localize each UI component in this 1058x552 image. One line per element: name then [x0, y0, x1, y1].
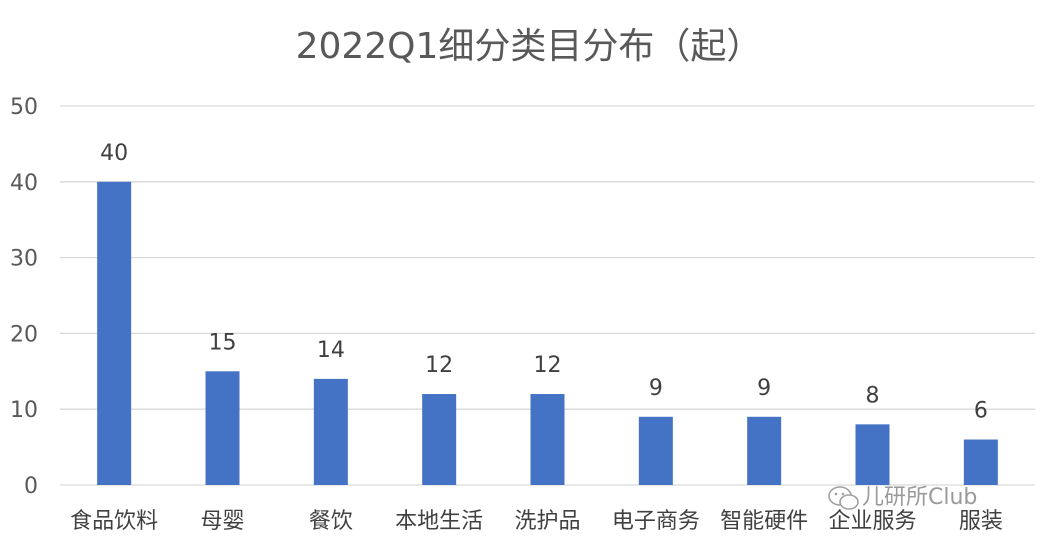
bar: [963, 439, 998, 485]
y-tick-label: 30: [10, 247, 38, 272]
data-label: 9: [649, 376, 663, 401]
category-label: 本地生活: [395, 509, 483, 534]
category-label: 母婴: [200, 509, 244, 534]
bar: [422, 394, 457, 485]
y-tick-label: 40: [10, 171, 38, 196]
y-tick-label: 50: [10, 95, 38, 120]
watermark-text: 儿研所Club: [862, 485, 977, 510]
bar: [855, 424, 890, 485]
category-label: 企业服务: [828, 509, 916, 534]
data-label: 8: [866, 383, 880, 408]
data-label: 14: [317, 338, 345, 363]
category-labels: 食品饮料 母婴 餐饮 本地生活 洗护品 电子商务 智能硬件 企业服务 服装: [70, 509, 1003, 534]
bar: [638, 416, 673, 485]
category-label: 服装: [959, 509, 1003, 534]
data-label: 40: [100, 141, 128, 166]
bar: [313, 378, 348, 485]
data-label: 6: [974, 399, 988, 424]
bars: [97, 181, 998, 486]
category-label: 智能硬件: [720, 509, 808, 534]
bar: [747, 416, 782, 485]
y-tick-label: 10: [10, 398, 38, 423]
category-label: 食品饮料: [70, 509, 158, 534]
bar: [205, 371, 240, 485]
category-label: 洗护品: [514, 509, 580, 534]
data-label: 12: [534, 353, 562, 378]
data-labels: 40 15 14 12 12 9 9 8 6: [100, 141, 988, 424]
data-label: 15: [209, 330, 237, 355]
wechat-icon: [828, 486, 859, 510]
category-label: 电子商务: [612, 509, 700, 534]
chart-title: 2022Q1细分类目分布（起）: [296, 26, 763, 67]
y-tick-label: 0: [24, 474, 38, 499]
category-label: 餐饮: [309, 509, 353, 534]
watermark: 儿研所Club: [828, 485, 977, 510]
y-axis-ticks: 0 10 20 30 40 50: [10, 95, 38, 499]
y-tick-label: 20: [10, 322, 38, 347]
bar: [530, 394, 565, 485]
data-label: 12: [425, 353, 453, 378]
bar: [97, 181, 132, 486]
data-label: 9: [757, 376, 771, 401]
